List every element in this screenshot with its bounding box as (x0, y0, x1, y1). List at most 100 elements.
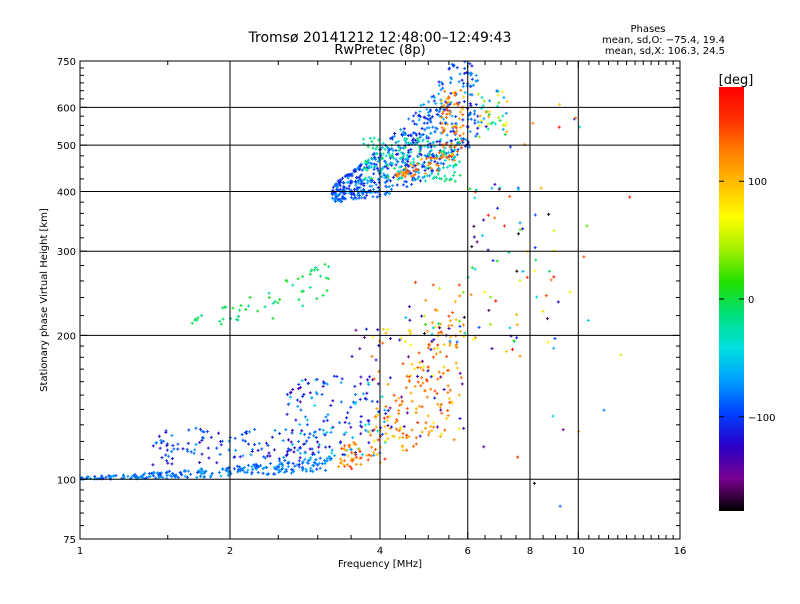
data-point (366, 179, 370, 183)
data-point (386, 382, 390, 386)
data-point (440, 80, 444, 84)
data-point (270, 435, 274, 439)
data-point (159, 438, 163, 442)
data-point (448, 319, 452, 323)
data-point (292, 470, 296, 474)
data-point (413, 173, 417, 177)
data-point (424, 298, 428, 302)
data-point (456, 103, 460, 107)
data-point (239, 304, 243, 308)
data-point (266, 443, 270, 447)
data-point (367, 441, 371, 445)
x-tick-label: 10 (572, 546, 585, 557)
data-point (460, 78, 464, 82)
data-point (469, 293, 473, 297)
data-point (383, 193, 387, 197)
data-point (448, 388, 452, 392)
data-point (462, 71, 466, 75)
data-point (152, 474, 156, 478)
data-point (291, 387, 295, 391)
data-point (225, 467, 229, 471)
data-point (301, 275, 305, 279)
data-point (408, 141, 412, 145)
data-point (262, 466, 266, 470)
data-point (433, 325, 437, 329)
data-point (282, 455, 286, 459)
data-point (147, 472, 151, 476)
data-point (336, 179, 340, 183)
data-point (297, 382, 301, 386)
data-point (435, 392, 439, 396)
data-point (432, 99, 436, 103)
data-point (448, 178, 452, 182)
data-point (324, 445, 328, 449)
data-point (226, 469, 230, 473)
data-point (462, 95, 466, 99)
data-point (488, 322, 492, 326)
data-point (126, 474, 130, 478)
data-point (421, 132, 425, 136)
data-point (317, 445, 321, 449)
data-point (515, 336, 519, 340)
data-point (359, 432, 363, 436)
data-point (372, 439, 376, 443)
data-point (267, 291, 271, 295)
data-point (435, 112, 439, 116)
data-point (360, 196, 364, 200)
data-point (194, 426, 198, 430)
y-axis-label: Stationary phase Virtual Height [km] (39, 208, 50, 392)
data-point (549, 278, 553, 282)
data-point (406, 159, 410, 163)
data-point (206, 446, 210, 450)
data-point (628, 195, 632, 199)
data-point (449, 177, 453, 181)
data-point (397, 149, 401, 153)
data-point (171, 444, 175, 448)
data-point (473, 109, 477, 113)
data-point (301, 465, 305, 469)
data-point (457, 427, 461, 431)
y-tick-label: 200 (57, 331, 76, 342)
data-point (400, 155, 404, 159)
data-point (339, 178, 343, 182)
data-point (249, 453, 253, 457)
data-point (468, 187, 472, 191)
data-point (422, 160, 426, 164)
x-tick-label: 6 (465, 546, 471, 557)
data-point (409, 163, 413, 167)
data-point (450, 401, 454, 405)
data-point (457, 140, 461, 144)
data-point (372, 181, 376, 185)
data-point (245, 470, 249, 474)
data-point (424, 134, 428, 138)
data-point (159, 441, 163, 445)
data-point (247, 304, 251, 308)
data-point (423, 172, 427, 176)
data-point (372, 188, 376, 192)
data-point (440, 99, 444, 103)
data-point (140, 475, 144, 479)
data-point (446, 384, 450, 388)
data-point (447, 326, 451, 330)
data-point (482, 218, 486, 222)
data-point (349, 425, 353, 429)
data-point (533, 246, 537, 250)
data-point (349, 448, 353, 452)
data-point (445, 155, 449, 159)
data-point (253, 427, 257, 431)
data-point (360, 453, 364, 457)
data-point (510, 347, 514, 351)
data-point (386, 173, 390, 177)
data-point (202, 430, 206, 434)
data-point (435, 108, 439, 112)
data-point (257, 442, 261, 446)
data-point (277, 465, 281, 469)
data-point (273, 299, 277, 303)
data-point (458, 110, 462, 114)
data-point (359, 164, 363, 168)
data-point (490, 347, 494, 351)
data-point (423, 168, 427, 172)
data-point (405, 448, 409, 452)
data-point (199, 467, 203, 471)
data-point (448, 339, 452, 343)
